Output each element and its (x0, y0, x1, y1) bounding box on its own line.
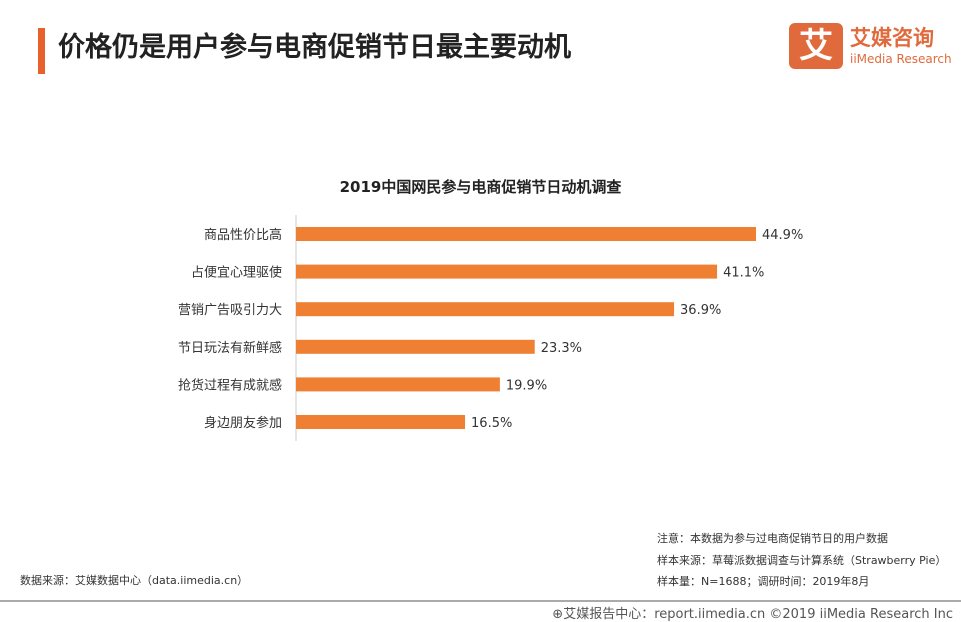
data-source: 数据来源：艾媒数据中心（data.iimedia.cn） (20, 574, 249, 587)
note: 注意：本数据为参与过电商促销节日的用户数据 (657, 532, 888, 545)
chart-title: 2019中国网民参与电商促销节日动机调查 (339, 178, 622, 196)
logo-mark: 艾 (789, 23, 843, 69)
page-title: 价格仍是用户参与电商促销节日最主要动机 (58, 32, 571, 63)
title-accent-bar (38, 28, 45, 74)
data-label: 36.9% (680, 303, 721, 318)
bar (296, 339, 535, 354)
sample-size: 样本量：N=1688；调研时间：2019年8月 (657, 575, 870, 588)
category-label: 占便宜心理驱使 (191, 265, 282, 281)
logo-name-en: iiMedia Research (850, 52, 952, 66)
category-label: 节日玩法有新鲜感 (178, 340, 282, 356)
sample-source: 样本来源：草莓派数据调查与计算系统（Strawberry Pie） (657, 554, 947, 567)
logo-name-cn: 艾媒咨询 (850, 26, 934, 50)
footer-text: ⊕艾媒报告中心：report.iimedia.cn ©2019 iiMedia … (552, 607, 953, 622)
data-label: 44.9% (762, 228, 803, 243)
bar (296, 227, 756, 241)
bar (296, 377, 500, 392)
bar (296, 264, 718, 279)
data-label: 41.1% (723, 266, 764, 281)
bar (296, 302, 675, 317)
category-label: 抢货过程有成就感 (178, 377, 282, 393)
category-label: 身边朋友参加 (204, 415, 282, 431)
footer-divider (0, 600, 961, 602)
data-label: 19.9% (506, 378, 547, 393)
category-label: 营销广告吸引力大 (178, 303, 282, 318)
data-label: 23.3% (541, 341, 582, 356)
data-label: 16.5% (471, 416, 512, 431)
bar (296, 415, 466, 429)
category-label: 商品性价比高 (204, 227, 282, 243)
